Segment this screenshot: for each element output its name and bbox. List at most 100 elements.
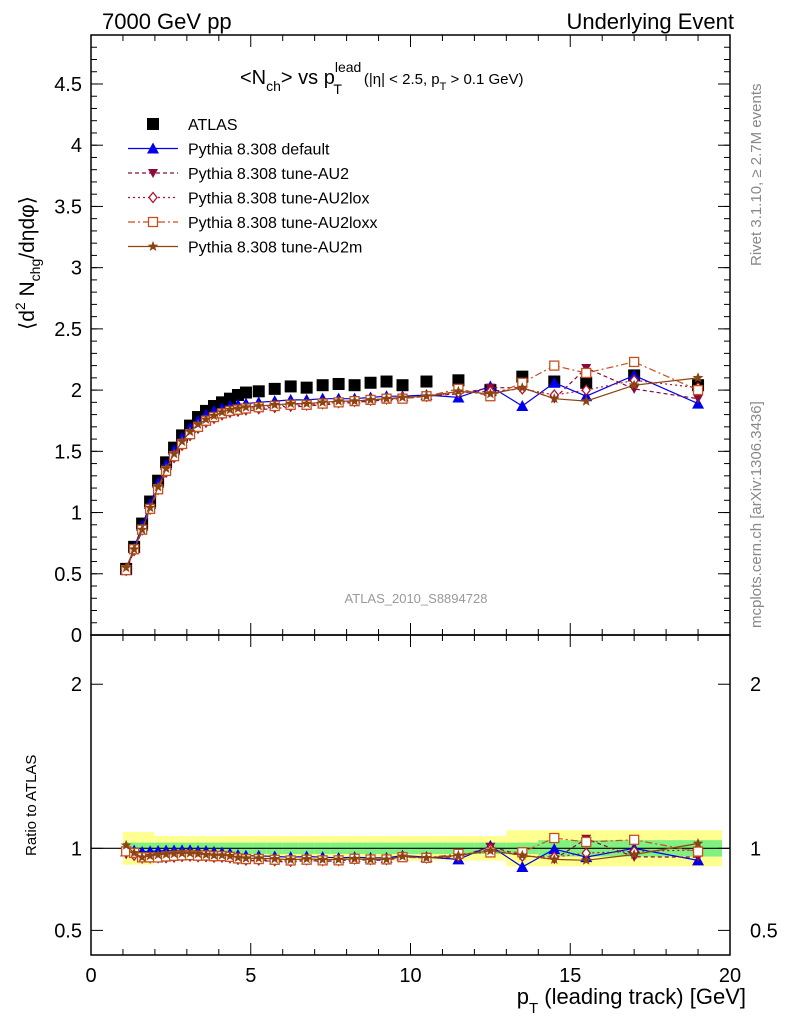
data-point xyxy=(453,385,464,396)
data-point xyxy=(381,393,392,404)
data-point xyxy=(581,367,592,379)
y-tick-label-right: 2 xyxy=(750,674,761,696)
data-point xyxy=(144,850,156,861)
data-point xyxy=(284,380,297,393)
data-point xyxy=(120,839,132,850)
data-point xyxy=(549,360,560,371)
plot-title: <Nch> vs plead T(|η| < 2.5, pT > 0.1 GeV) xyxy=(240,59,524,97)
data-point xyxy=(285,398,296,409)
main-frame-frame xyxy=(90,34,731,636)
y-tick-label: 0 xyxy=(71,625,82,647)
data-point xyxy=(148,169,158,178)
data-point xyxy=(301,398,312,409)
y-tick-label: 4.5 xyxy=(54,74,82,96)
legend: ATLAS Pythia 8.308 default Pythia 8.308 tu… xyxy=(128,117,377,257)
y-tick-label: 4 xyxy=(71,135,82,157)
data-point xyxy=(332,377,345,390)
data-point xyxy=(136,851,148,862)
series-4 xyxy=(120,356,704,576)
data-point xyxy=(232,402,244,413)
analysis-label: Underlying Event xyxy=(566,9,734,34)
legend-label: ATLAS xyxy=(188,117,238,134)
data-point xyxy=(397,850,408,861)
data-point xyxy=(581,384,592,397)
data-point xyxy=(269,853,280,864)
analysis-watermark: ATLAS_2010_S8894728 xyxy=(345,591,488,606)
data-point xyxy=(421,852,432,863)
data-point xyxy=(285,854,296,865)
x-axis-label: pT (leading track) [GeV] xyxy=(517,984,746,1017)
series-0 xyxy=(120,369,705,575)
data-point xyxy=(349,395,360,406)
data-point xyxy=(333,395,344,406)
legend-label: Pythia 8.308 tune-AU2lox xyxy=(188,191,369,208)
data-point xyxy=(148,191,158,204)
data-point xyxy=(421,390,432,401)
data-point xyxy=(224,404,236,415)
data-point xyxy=(548,843,561,855)
data-point xyxy=(301,853,312,864)
data-point xyxy=(317,854,328,865)
data-point xyxy=(397,391,408,402)
data-point xyxy=(580,854,592,865)
data-point xyxy=(396,379,409,392)
data-point xyxy=(628,379,640,390)
ratio-y-axis-label: Ratio to ATLAS xyxy=(23,755,40,856)
data-point xyxy=(364,376,377,389)
data-point xyxy=(365,853,376,864)
y-tick-label: 0.5 xyxy=(54,920,82,942)
data-point xyxy=(232,851,244,863)
data-point xyxy=(269,399,280,410)
data-point xyxy=(120,562,132,573)
data-point xyxy=(485,388,496,399)
x-tick-label: 15 xyxy=(559,965,581,987)
data-point xyxy=(224,850,236,861)
data-point xyxy=(628,848,640,860)
y-tick-label: 0.5 xyxy=(54,564,82,586)
data-point xyxy=(485,845,496,856)
data-point xyxy=(216,849,228,860)
y-tick-label: 1.5 xyxy=(54,441,82,463)
data-point xyxy=(168,848,180,859)
y-tick-label: 3.5 xyxy=(54,196,82,218)
data-point xyxy=(128,847,140,858)
y-tick-label: 2 xyxy=(71,380,82,402)
series-5 xyxy=(120,372,704,573)
ratio-frame-frame xyxy=(90,634,731,956)
data-point xyxy=(420,375,433,388)
data-point xyxy=(452,374,465,387)
legend-label: Pythia 8.308 tune-AU2loxx xyxy=(188,215,377,232)
data-point xyxy=(692,846,704,857)
data-point xyxy=(184,426,196,437)
y-axis-label: ⟨d2 Nchg/dηdφ⟩ xyxy=(12,196,43,330)
data-point xyxy=(200,413,212,424)
ratio-series-5 xyxy=(120,837,704,865)
data-point xyxy=(693,394,704,404)
data-point xyxy=(453,849,464,860)
data-point xyxy=(176,435,188,447)
data-point xyxy=(128,543,140,554)
y-tick-label: 1 xyxy=(71,838,82,860)
legend-label: Pythia 8.308 tune-AU2 xyxy=(188,166,349,183)
data-point xyxy=(253,400,265,411)
data-point xyxy=(629,834,640,845)
data-point xyxy=(147,142,159,154)
data-point xyxy=(348,379,361,392)
data-point xyxy=(147,216,159,228)
data-point xyxy=(200,849,212,860)
data-point xyxy=(168,448,180,459)
data-point xyxy=(240,401,252,412)
data-point xyxy=(629,356,640,368)
legend-label: Pythia 8.308 default xyxy=(188,142,330,159)
x-tick-label: 10 xyxy=(399,965,421,987)
data-point xyxy=(317,396,328,407)
data-point xyxy=(580,395,592,406)
data-point xyxy=(160,462,172,473)
data-point xyxy=(380,375,393,388)
data-point xyxy=(365,394,376,405)
y-tick-label-right: 0.5 xyxy=(750,920,778,942)
data-point xyxy=(692,384,704,396)
ratio-frame: 0.5 0.51 12 20 5 10 15 20 xyxy=(54,634,778,987)
legend-label: Pythia 8.308 tune-AU2m xyxy=(188,240,362,257)
series-line xyxy=(125,361,699,571)
